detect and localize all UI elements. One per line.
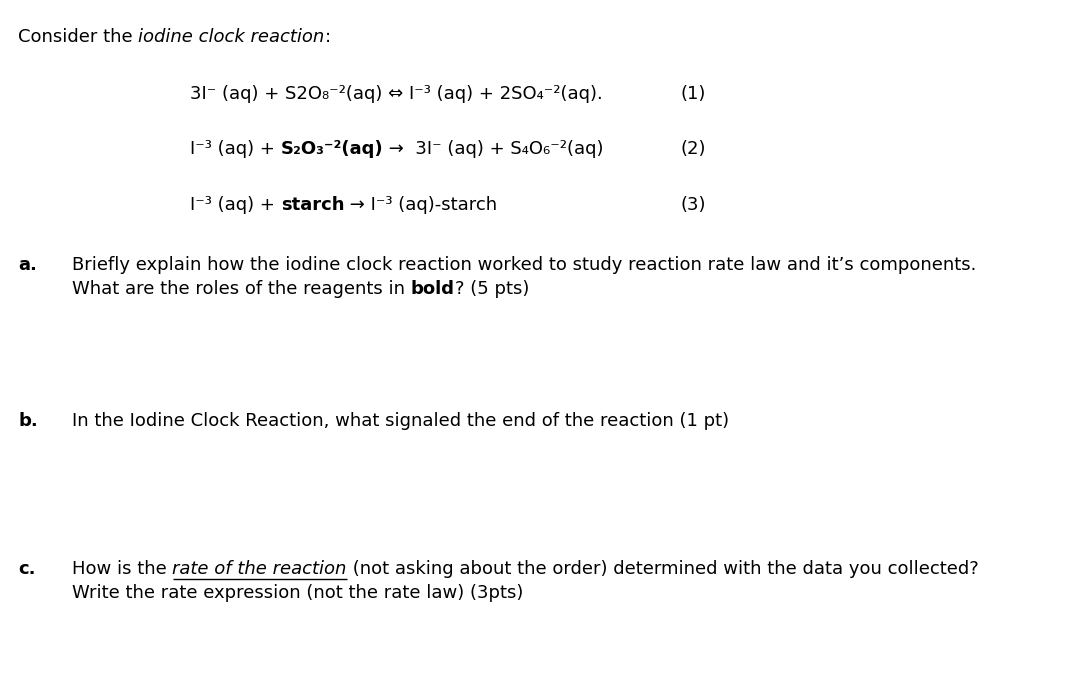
Text: (3): (3) — [679, 196, 705, 214]
Text: a.: a. — [18, 256, 37, 274]
Text: :: : — [325, 28, 331, 46]
Text: I⁻³ (aq) +: I⁻³ (aq) + — [190, 140, 280, 158]
Text: b.: b. — [18, 412, 37, 430]
Text: In the Iodine Clock Reaction, what signaled the end of the reaction (1 pt): In the Iodine Clock Reaction, what signa… — [72, 412, 730, 430]
Text: bold: bold — [411, 280, 455, 298]
Text: How is the: How is the — [72, 560, 173, 578]
Text: What are the roles of the reagents in: What are the roles of the reagents in — [72, 280, 411, 298]
Text: (not asking about the order) determined with the data you collected?: (not asking about the order) determined … — [347, 560, 979, 578]
Text: →  3I⁻ (aq) + S₄O₆⁻²(aq): → 3I⁻ (aq) + S₄O₆⁻²(aq) — [383, 140, 604, 158]
Text: c.: c. — [18, 560, 35, 578]
Text: starch: starch — [280, 196, 344, 214]
Text: (2): (2) — [679, 140, 705, 158]
Text: I⁻³ (aq) +: I⁻³ (aq) + — [190, 196, 280, 214]
Text: 3I⁻ (aq) + S2O₈⁻²(aq) ⇔ I⁻³ (aq) + 2SO₄⁻²(aq).: 3I⁻ (aq) + S2O₈⁻²(aq) ⇔ I⁻³ (aq) + 2SO₄⁻… — [190, 85, 603, 103]
Text: Consider the: Consider the — [18, 28, 138, 46]
Text: (1): (1) — [679, 85, 705, 103]
Text: Briefly explain how the iodine clock reaction worked to study reaction rate law : Briefly explain how the iodine clock rea… — [72, 256, 977, 274]
Text: ? (5 pts): ? (5 pts) — [455, 280, 529, 298]
Text: iodine clock reaction: iodine clock reaction — [138, 28, 325, 46]
Text: Write the rate expression (not the rate law) (3pts): Write the rate expression (not the rate … — [72, 584, 523, 602]
Text: → I⁻³ (aq)-starch: → I⁻³ (aq)-starch — [344, 196, 497, 214]
Text: S₂O₃⁻²(aq): S₂O₃⁻²(aq) — [280, 140, 383, 158]
Text: rate of the reaction: rate of the reaction — [173, 560, 347, 578]
